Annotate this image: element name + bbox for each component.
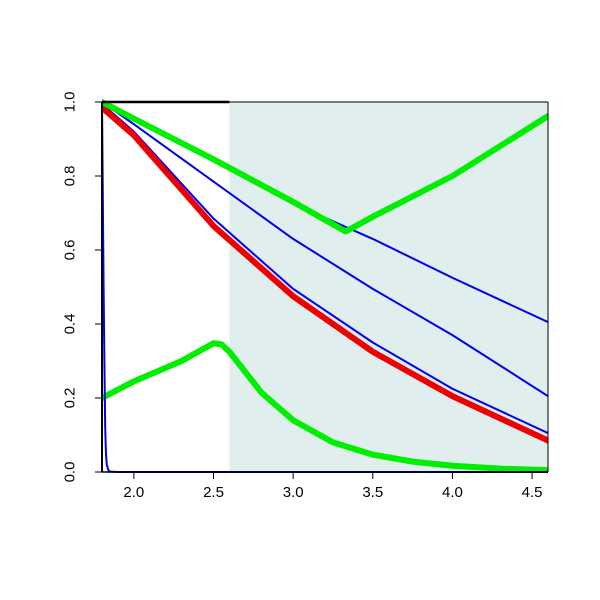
series-line-4 (102, 104, 548, 444)
y-tick-label: 0.2 (62, 388, 79, 409)
series-line-6 (102, 340, 548, 474)
x-tick-label: 3.0 (283, 484, 304, 501)
axes-layer (101, 100, 549, 473)
x-tick-label: 2.0 (123, 484, 144, 501)
x-tick-label: 2.5 (203, 484, 224, 501)
x-tick-label: 4.0 (442, 484, 463, 501)
y-tick-label: 0.4 (62, 314, 79, 335)
y-tick-label: 0.6 (62, 240, 79, 261)
y-tick-label: 0.8 (62, 166, 79, 187)
y-tick-label: 1.0 (62, 92, 79, 113)
x-tick-label: 4.5 (522, 484, 543, 501)
series-line-2 (102, 101, 548, 398)
tick-layer: 2.0 2.5 3.0 3.5 4.0 4.5 0.0 0.2 0.4 0.6 0.8 1.0 (62, 92, 543, 501)
series-line-5 (102, 99, 548, 235)
x-tick-label: 3.5 (362, 484, 383, 501)
y-tick-label: 0.0 (62, 462, 79, 483)
